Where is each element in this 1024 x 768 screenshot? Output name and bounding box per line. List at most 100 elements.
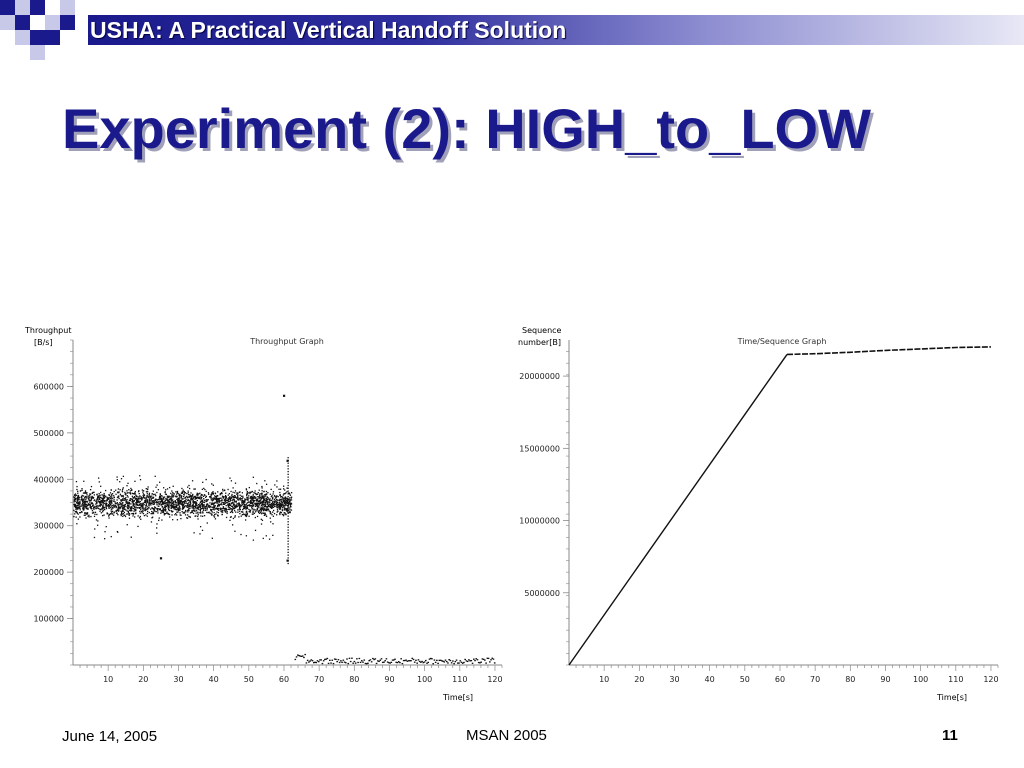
data-point bbox=[126, 513, 128, 515]
data-point bbox=[159, 502, 161, 504]
data-point bbox=[83, 492, 86, 494]
data-point bbox=[170, 498, 173, 500]
data-point bbox=[175, 502, 177, 504]
data-point bbox=[231, 509, 233, 511]
data-point bbox=[288, 511, 290, 514]
data-point bbox=[239, 498, 241, 500]
data-point bbox=[287, 557, 289, 559]
data-point bbox=[129, 506, 131, 508]
data-point bbox=[167, 499, 170, 501]
data-point bbox=[207, 499, 209, 501]
data-point bbox=[143, 493, 145, 496]
data-point bbox=[330, 662, 332, 664]
data-point bbox=[162, 497, 164, 500]
data-point bbox=[287, 512, 289, 515]
data-point bbox=[102, 504, 105, 506]
data-point bbox=[227, 488, 229, 491]
data-point bbox=[374, 658, 377, 660]
data-point bbox=[77, 494, 80, 497]
data-point bbox=[222, 496, 224, 498]
data-point bbox=[238, 504, 240, 506]
data-point bbox=[247, 499, 249, 501]
data-point bbox=[204, 506, 206, 508]
data-point bbox=[203, 487, 205, 490]
data-point bbox=[244, 501, 246, 503]
data-point bbox=[455, 659, 458, 661]
data-point bbox=[169, 503, 171, 505]
data-point bbox=[135, 503, 137, 505]
data-point bbox=[267, 508, 269, 510]
data-point bbox=[104, 504, 107, 506]
data-point bbox=[230, 495, 233, 497]
data-point bbox=[106, 497, 109, 499]
data-point bbox=[226, 512, 228, 515]
data-point bbox=[231, 511, 233, 513]
data-point bbox=[241, 499, 244, 502]
data-point bbox=[289, 503, 291, 506]
data-point bbox=[284, 499, 287, 501]
data-point bbox=[127, 492, 129, 494]
data-point bbox=[84, 504, 86, 507]
data-point bbox=[271, 514, 273, 516]
data-point bbox=[246, 506, 248, 508]
data-point bbox=[238, 502, 240, 504]
data-point bbox=[147, 508, 149, 510]
data-point bbox=[261, 497, 263, 499]
data-point bbox=[241, 492, 244, 494]
data-point bbox=[245, 503, 248, 505]
data-point bbox=[175, 496, 177, 498]
data-point bbox=[146, 510, 149, 513]
data-point bbox=[160, 499, 163, 501]
data-point bbox=[88, 495, 90, 497]
data-point bbox=[431, 658, 433, 660]
x-tick-label: 80 bbox=[845, 675, 855, 684]
data-point bbox=[272, 523, 274, 525]
data-point bbox=[238, 516, 240, 518]
data-point bbox=[277, 495, 279, 498]
data-point bbox=[156, 507, 159, 510]
data-point bbox=[98, 495, 100, 498]
data-point bbox=[127, 496, 129, 498]
data-point bbox=[199, 526, 202, 528]
data-point bbox=[164, 499, 167, 502]
data-point bbox=[149, 500, 151, 502]
data-point bbox=[233, 498, 235, 501]
data-point bbox=[206, 522, 208, 524]
data-point bbox=[173, 508, 175, 510]
data-point bbox=[101, 514, 104, 517]
data-point bbox=[182, 489, 184, 491]
data-point bbox=[263, 505, 266, 508]
data-point bbox=[198, 493, 200, 495]
data-point bbox=[205, 496, 207, 498]
data-point bbox=[134, 492, 136, 494]
data-point bbox=[159, 557, 163, 560]
data-point bbox=[258, 497, 260, 500]
data-point bbox=[77, 499, 79, 501]
data-point bbox=[266, 502, 269, 504]
data-point bbox=[146, 512, 149, 515]
data-point bbox=[127, 505, 129, 507]
data-point bbox=[207, 492, 210, 494]
data-point bbox=[156, 523, 158, 525]
data-point bbox=[172, 501, 174, 503]
data-point bbox=[223, 499, 226, 502]
data-point bbox=[284, 496, 287, 498]
data-point bbox=[384, 660, 386, 662]
data-point bbox=[271, 502, 274, 504]
data-point bbox=[256, 503, 258, 506]
y-tick-label: 100000 bbox=[33, 615, 64, 624]
data-point bbox=[116, 499, 118, 501]
data-point bbox=[119, 507, 122, 509]
data-point bbox=[486, 657, 489, 659]
data-point bbox=[254, 497, 257, 499]
data-point bbox=[261, 495, 263, 497]
data-point bbox=[85, 507, 87, 509]
data-point bbox=[80, 499, 82, 501]
data-point bbox=[251, 495, 253, 498]
data-point bbox=[214, 518, 217, 520]
data-point bbox=[184, 496, 187, 499]
data-point bbox=[121, 499, 123, 501]
data-point bbox=[106, 498, 109, 500]
data-point bbox=[224, 498, 226, 501]
data-point bbox=[268, 538, 271, 540]
